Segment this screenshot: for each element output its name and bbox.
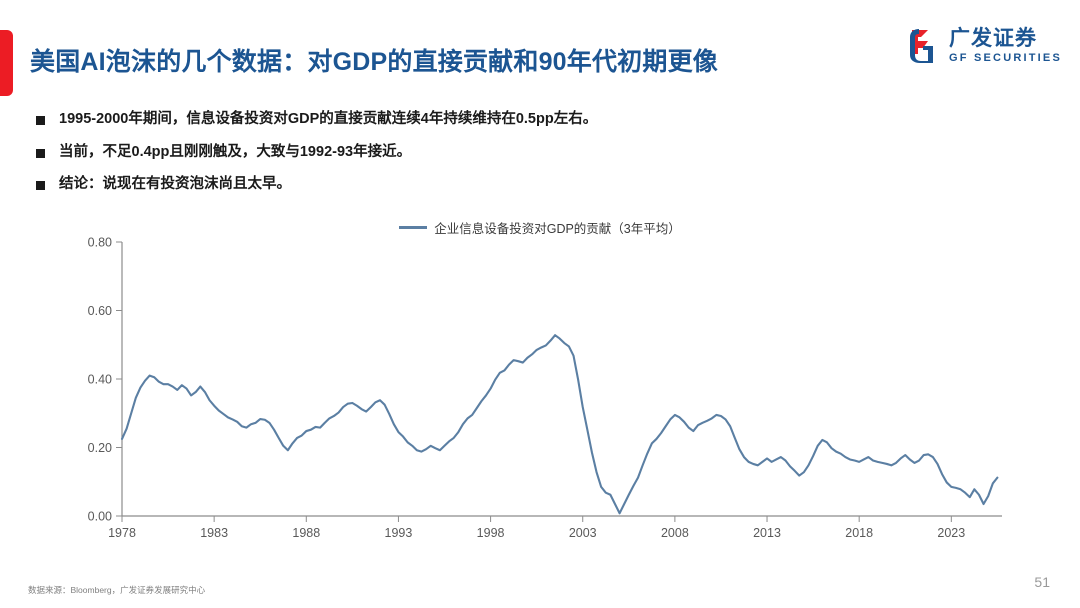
x-axis-tick-label: 2008 [661, 526, 689, 540]
y-axis-tick-label: 0.60 [88, 304, 112, 318]
x-axis-tick-label: 2003 [569, 526, 597, 540]
chart-container: 企业信息设备投资对GDP的贡献（3年平均） 0.00 0.20 0.40 0.60 0.… [60, 218, 1020, 558]
list-item: 1995-2000年期间，信息设备投资对GDP的直接贡献连续4年持续维持在0.5… [36, 110, 1036, 130]
y-axis-tick-label: 0.40 [88, 373, 112, 387]
list-item: 当前，不足0.4pp且刚刚触及，大致与1992-93年接近。 [36, 143, 1036, 163]
legend-line-swatch [399, 226, 428, 229]
logo-cn-name: 广发证券 [949, 27, 1038, 50]
data-source-note: 数据来源：Bloomberg，广发证券发展研究中心 [28, 585, 206, 595]
gf-logo-mark-icon [908, 28, 942, 64]
chart-legend: 企业信息设备投资对GDP的贡献（3年平均） [60, 218, 1020, 237]
x-axis-tick-label: 1983 [200, 526, 228, 540]
brand-logo: 广发证券 GF SECURITIES [908, 28, 1062, 64]
page-title: 美国AI泡沫的几个数据：对GDP的直接贡献和90年代初期更像 [30, 48, 718, 76]
logo-text: 广发证券 GF SECURITIES [949, 28, 1062, 64]
bullet-text: 1995-2000年期间，信息设备投资对GDP的直接贡献连续4年持续维持在0.5… [59, 111, 598, 127]
x-axis-tick-label: 2013 [753, 526, 781, 540]
x-axis-tick-label: 1993 [385, 526, 413, 540]
bullet-text: 结论：说现在有投资泡沫尚且太早。 [59, 176, 291, 193]
x-axis-tick-label: 1978 [108, 526, 136, 540]
logo-en-name: GF SECURITIES [949, 52, 1062, 64]
line-chart-svg: 0.00 0.20 0.40 0.60 0.80 1978 1983 1988 1993 1998… [88, 236, 1002, 540]
legend-label: 企业信息设备投资对GDP的贡献（3年平均） [434, 222, 681, 236]
x-axis-tick-label: 2023 [937, 526, 965, 540]
y-axis-tick-label: 0.00 [88, 510, 112, 524]
page-number: 51 [1034, 574, 1050, 590]
bullet-square-icon [36, 148, 45, 158]
bullet-square-icon [36, 116, 45, 125]
x-axis-tick-label: 1998 [477, 526, 505, 540]
x-axis-tick-label: 1988 [292, 526, 320, 540]
x-axis-tick-label: 2018 [845, 526, 873, 540]
y-axis-tick-label: 0.80 [88, 236, 112, 250]
bullet-list: 1995-2000年期间，信息设备投资对GDP的直接贡献连续4年持续维持在0.5… [36, 110, 1036, 208]
y-axis-tick-label: 0.20 [88, 441, 112, 455]
chart-line-series [120, 334, 999, 515]
bullet-square-icon [36, 181, 45, 191]
list-item: 结论：说现在有投资泡沫尚且太早。 [36, 175, 1036, 195]
bullet-text: 当前，不足0.4pp且刚刚触及，大致与1992-93年接近。 [59, 143, 412, 160]
chart-plot-area: 0.00 0.20 0.40 0.60 0.80 1978 1983 1988 1993 1998… [60, 236, 1020, 548]
title-accent-bar [0, 30, 13, 96]
